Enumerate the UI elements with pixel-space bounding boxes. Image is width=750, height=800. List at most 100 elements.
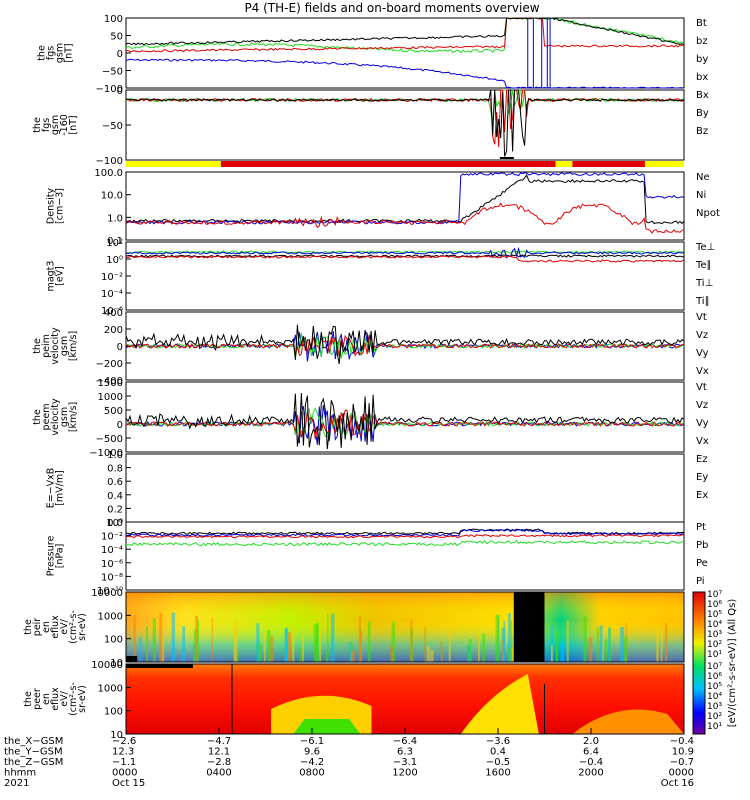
spectrogram-gap	[126, 664, 193, 668]
x-axis-row-label: the_X−GSM	[4, 736, 63, 747]
legend-by: by	[696, 54, 708, 65]
spectrogram-streak	[351, 650, 355, 662]
x-axis-value: −4.2	[300, 757, 324, 768]
y-tick-label: −1000	[89, 448, 123, 459]
spectrogram-streak	[555, 631, 559, 662]
x-axis-value: −2.8	[207, 757, 231, 768]
x-axis-value: 1200	[392, 768, 417, 779]
legend-ni: Ni	[696, 190, 706, 201]
status-bar	[126, 157, 684, 167]
status-marker	[499, 157, 514, 159]
legend-te⊥: Te⊥	[695, 242, 715, 253]
status-segment	[220, 161, 556, 167]
spectrogram-streak	[550, 625, 553, 662]
spectrogram-streak	[287, 632, 292, 662]
x-axis-value: 6.4	[583, 747, 599, 758]
panel-ylabel-line: [nT]	[68, 115, 79, 134]
status-segment	[644, 161, 684, 167]
panel-ylabel-line: en	[41, 693, 52, 705]
spectrogram-streak	[478, 631, 480, 662]
status-segment	[572, 161, 645, 167]
spectrogram-streak	[193, 628, 197, 662]
colorbar-tick: 10⁷	[707, 662, 722, 672]
y-tick-label: 0	[117, 420, 123, 431]
series-line	[125, 172, 685, 225]
spectrogram-streak	[234, 618, 238, 662]
panel-ylabel-line: Density	[46, 188, 57, 224]
x-axis-value: −3.6	[486, 736, 510, 747]
y-tick-label: 50	[110, 32, 123, 43]
y-tick-label: 10⁻²	[101, 532, 123, 543]
panel-ylabel-line: sr-eV)	[77, 685, 88, 713]
x-axis-row-label: 2021	[4, 778, 29, 789]
panel-ylabel-line: the	[23, 691, 34, 707]
x-axis-value: 0400	[206, 768, 231, 779]
series-line	[125, 17, 685, 53]
series-line	[125, 250, 685, 254]
panel-ylabel-line: [nT]	[64, 43, 75, 62]
spectrogram-streak	[256, 623, 260, 662]
spectrogram-streak	[197, 619, 200, 662]
spectrogram-streak	[566, 619, 569, 662]
panel-ylabel-line: the	[32, 117, 43, 133]
x-axis-value: −6.1	[300, 736, 324, 747]
y-tick-label: 10	[110, 658, 123, 669]
panel-ylabel-line: the	[23, 619, 34, 635]
y-tick-label: 200	[104, 325, 123, 336]
spectrogram-gap	[126, 656, 138, 662]
legend-bz: bz	[696, 36, 708, 47]
series-line	[125, 529, 685, 537]
x-axis-value: −0.4	[579, 757, 603, 768]
spectrogram-streak	[501, 639, 504, 662]
y-tick-label: 100	[104, 635, 123, 646]
panel-density: Density[cm−3] 100.0 10.0 1.0 0.1 Ne Ni Npot	[46, 168, 720, 247]
spectrogram-streak	[269, 636, 274, 662]
panel-ylabel-line: [mV/m]	[55, 470, 66, 506]
colorbar-tick: 10³	[707, 702, 722, 712]
x-axis-value: −0.7	[670, 757, 694, 768]
legend-ey: Ey	[696, 472, 708, 483]
panel-ylabel-line: the	[32, 338, 43, 354]
x-axis-value: 0000	[112, 768, 137, 779]
spectrogram-streak	[391, 621, 396, 662]
legend-ex: Ex	[696, 490, 708, 501]
x-axis-value: −0.5	[486, 757, 510, 768]
spectrogram-streak	[609, 626, 611, 662]
y-tick-label: 10⁻¹⁰	[97, 586, 123, 597]
panel-ylabel-line: [nPa]	[55, 544, 66, 569]
y-tick-label: −100	[96, 84, 123, 95]
colorbar-tick: 10⁵	[707, 610, 722, 620]
legend-vx: Vx	[696, 436, 709, 447]
spectrogram-streak	[195, 615, 198, 662]
legend-pt: Pt	[696, 522, 706, 533]
spectrogram-streak	[330, 613, 335, 662]
legend-vy: Vy	[696, 348, 709, 359]
colorbar-tick: 10⁵	[707, 682, 722, 692]
spectrogram-streak	[448, 617, 451, 662]
colorbar: 10⁷10⁶10⁵10⁴10³10²10¹10⁷10⁶10⁵10⁴10³10²1…	[692, 590, 738, 735]
x-axis-row-label: the_Y−GSM	[4, 747, 63, 758]
legend-vz: Vz	[696, 330, 708, 341]
y-tick-label: 100.0	[94, 168, 123, 179]
x-axis-row-label: hhmm	[4, 768, 36, 779]
spectrogram-streak	[291, 628, 295, 662]
y-tick-label: 10⁻²	[101, 272, 123, 283]
spectrogram-streak	[495, 614, 500, 662]
panel-ylabel-line: peim	[41, 334, 52, 358]
spectrogram-streak	[660, 629, 663, 662]
legend-pb: Pb	[696, 540, 708, 551]
spectrogram-streak	[583, 616, 587, 662]
spectrogram-streak	[550, 644, 553, 662]
colorbar-gradient	[692, 591, 706, 735]
spectrogram-streak	[390, 644, 393, 662]
panel-ylabel-line: peem	[41, 404, 52, 431]
spectrogram-streak	[301, 636, 304, 662]
spectrogram-streak	[349, 642, 351, 662]
y-tick-label: 10²	[106, 238, 123, 249]
spectrogram-streak	[237, 650, 239, 662]
spectrogram-streak	[313, 624, 318, 662]
